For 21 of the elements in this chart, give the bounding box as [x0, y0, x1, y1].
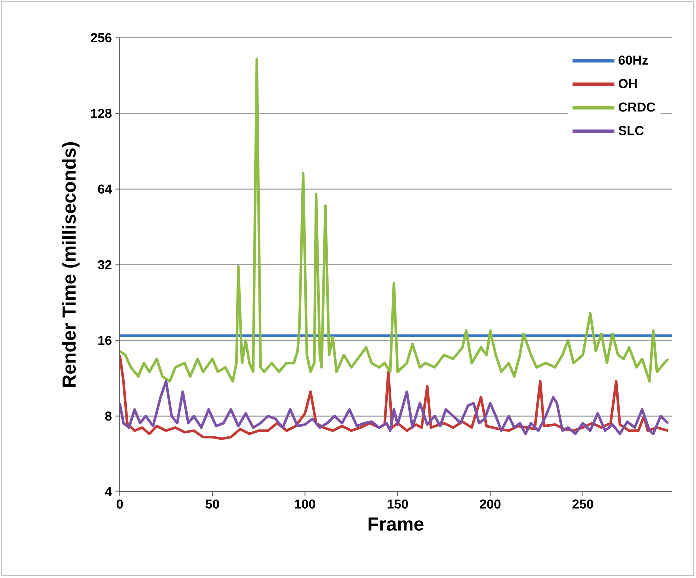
y-tick-label: 4: [105, 488, 112, 496]
x-tick-label: 100: [295, 500, 316, 509]
legend-label: CRDC: [618, 102, 656, 112]
x-tick-label: 50: [206, 500, 220, 509]
legend-label: SLC: [618, 126, 644, 136]
legend-label: 60Hz: [618, 56, 648, 65]
y-tick-label: 256: [91, 33, 112, 43]
line-series: [120, 380, 670, 436]
y-tick-label: 32: [98, 260, 112, 270]
x-axis-title: Frame: [368, 518, 424, 531]
y-tick-label: 128: [91, 109, 112, 118]
x-tick-label: 0: [116, 500, 124, 509]
legend-label: OH: [618, 79, 637, 88]
y-axis-title: Render Time (milliseconds): [62, 142, 80, 388]
y-tick-label: 8: [105, 412, 112, 421]
line-series: [120, 58, 670, 383]
y-tick-label: 16: [98, 336, 112, 346]
x-tick-label: 250: [572, 500, 594, 509]
x-tick-label: 200: [480, 500, 501, 509]
y-tick-label: 64: [98, 184, 112, 194]
x-tick-label: 150: [388, 500, 408, 509]
